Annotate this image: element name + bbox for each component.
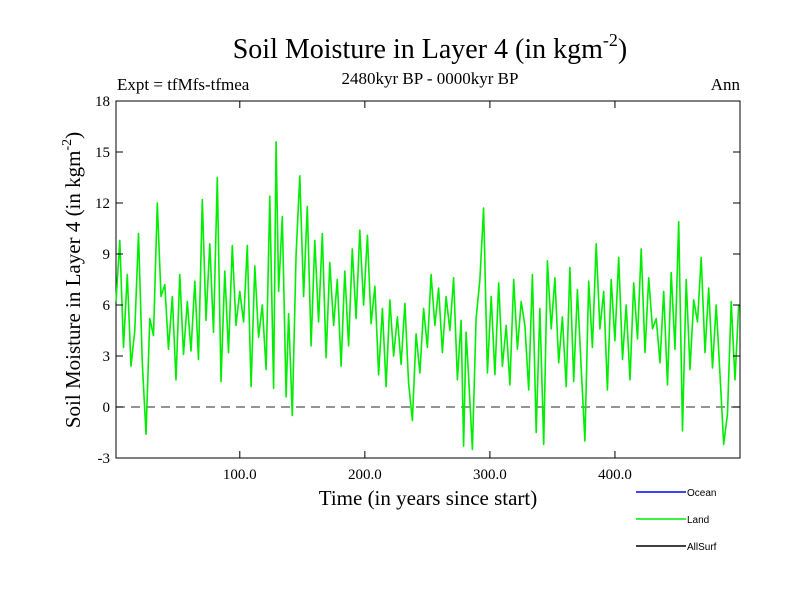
y-tick-label: -3 (98, 451, 111, 467)
chart-title-sup: -2 (603, 30, 618, 50)
x-axis-label: Time (in years since start) (319, 486, 538, 510)
y-axis-label: Soil Moisture in Layer 4 (in kgm-2) (60, 132, 85, 428)
series-line-land (115, 141, 740, 451)
y-tick-label: 9 (103, 247, 111, 263)
legend-label-allsurf: AllSurf (687, 542, 717, 553)
y-axis-label-main: Soil Moisture in Layer 4 (in kgm (61, 151, 85, 429)
x-tick-label: 300.0 (473, 467, 507, 483)
y-axis: -3 0 3 6 9 12 15 18 (95, 94, 740, 467)
y-tick-label: 3 (103, 349, 111, 365)
x-axis: 100.0 200.0 300.0 400.0 (223, 101, 632, 483)
legend-label-land: Land (687, 515, 709, 526)
y-tick-label: 15 (95, 145, 110, 161)
y-axis-label-sup: -2 (60, 139, 75, 151)
y-tick-label: 6 (103, 298, 111, 314)
y-axis-label-close: ) (61, 132, 85, 139)
x-tick-label: 400.0 (598, 467, 632, 483)
legend: Ocean Land AllSurf (636, 488, 717, 553)
chart-subtitle: 2480kyr BP - 0000kyr BP (342, 69, 519, 88)
plot-frame (115, 100, 741, 459)
x-tick-label: 100.0 (223, 467, 257, 483)
chart-title-close: ) (618, 34, 627, 65)
season-label: Ann (711, 75, 741, 94)
legend-label-ocean: Ocean (687, 488, 716, 499)
y-tick-label: 12 (95, 196, 110, 212)
chart-title: Soil Moisture in Layer 4 (in kgm-2) (233, 30, 628, 65)
series-group (115, 141, 740, 451)
y-tick-label: 18 (95, 94, 110, 110)
experiment-label: Expt = tfMfs-tfmea (117, 75, 250, 94)
chart-title-main: Soil Moisture in Layer 4 (in kgm (233, 34, 603, 65)
x-tick-label: 200.0 (348, 467, 382, 483)
y-tick-label: 0 (103, 400, 111, 416)
